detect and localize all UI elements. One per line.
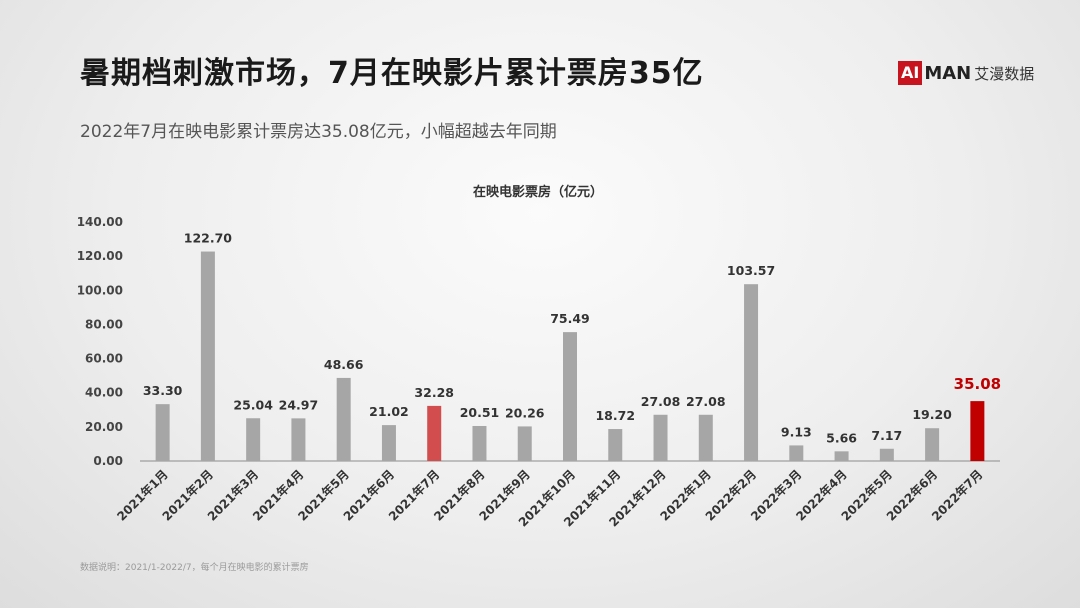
- data-label: 27.08: [641, 394, 681, 409]
- data-label: 27.08: [686, 394, 726, 409]
- bar: [472, 425, 487, 461]
- bar: [381, 425, 396, 461]
- y-tick-label: 120.00: [77, 249, 123, 263]
- x-axis: 2021年1月2021年2月2021年3月2021年4月2021年5月2021年…: [114, 467, 986, 530]
- data-label: 75.49: [550, 311, 590, 326]
- data-label: 103.57: [727, 263, 775, 278]
- data-label: 24.97: [279, 397, 319, 412]
- data-label: 122.70: [184, 231, 233, 246]
- y-tick-label: 140.00: [77, 215, 123, 229]
- bar: [563, 332, 577, 461]
- data-label: 9.13: [781, 424, 812, 439]
- bar: [336, 377, 351, 461]
- bar: [291, 418, 306, 461]
- y-tick-label: 20.00: [85, 420, 123, 434]
- bar: [744, 284, 759, 461]
- data-label: 20.51: [460, 405, 500, 420]
- logo-man-text: MAN: [924, 62, 972, 84]
- data-label: 20.26: [505, 405, 545, 420]
- y-tick-label: 40.00: [85, 386, 123, 400]
- bars-group: [155, 251, 985, 461]
- data-label: 18.72: [595, 408, 635, 423]
- data-label: 21.02: [369, 404, 409, 419]
- y-tick-label: 60.00: [85, 352, 123, 366]
- y-axis: 0.00 20.00 40.00 60.00 80.00 100.00 120.00 140.…: [77, 215, 123, 468]
- bar: [925, 428, 940, 461]
- data-label: 32.28: [414, 385, 454, 400]
- page-subtitle: 2022年7月在映电影累计票房达35.08亿元，小幅超越去年同期: [80, 122, 557, 142]
- bar: [200, 251, 215, 461]
- data-label: 25.04: [233, 397, 273, 412]
- data-label: 5.66: [826, 430, 857, 445]
- bar: [698, 414, 713, 461]
- page-title: 暑期档刺激市场，7月在映影片累计票房35亿: [80, 56, 704, 91]
- chart-title: 在映电影票房（亿元）: [473, 184, 603, 200]
- bar: [653, 414, 668, 461]
- bar: [834, 451, 849, 461]
- data-label: 33.30: [143, 383, 183, 398]
- bar: [789, 445, 804, 461]
- logo-cn-text: 艾漫数据: [974, 64, 1035, 83]
- data-label: 19.20: [912, 407, 952, 422]
- y-tick-label: 80.00: [85, 317, 123, 331]
- data-label: 35.08: [954, 375, 1001, 393]
- bar: [879, 448, 894, 461]
- data-label: 48.66: [324, 357, 364, 372]
- bar: [427, 405, 442, 461]
- bar: [155, 404, 170, 461]
- bar: [246, 418, 261, 461]
- bar: [970, 401, 985, 461]
- y-tick-label: 0.00: [93, 454, 123, 468]
- footnote: 数据说明：2021/1-2022/7，每个月在映电影的累计票房: [80, 563, 309, 573]
- y-tick-label: 100.00: [77, 283, 123, 297]
- data-label: 7.17: [871, 428, 902, 443]
- logo-ai-mark: AI: [898, 61, 923, 85]
- bar: [608, 429, 623, 461]
- data-labels-group: 33.30 122.70 25.04 24.97 48.66 21.02 32.28 20.5…: [143, 231, 1001, 446]
- bar: [517, 426, 532, 461]
- brand-logo: AI MAN 艾漫数据: [898, 60, 1034, 86]
